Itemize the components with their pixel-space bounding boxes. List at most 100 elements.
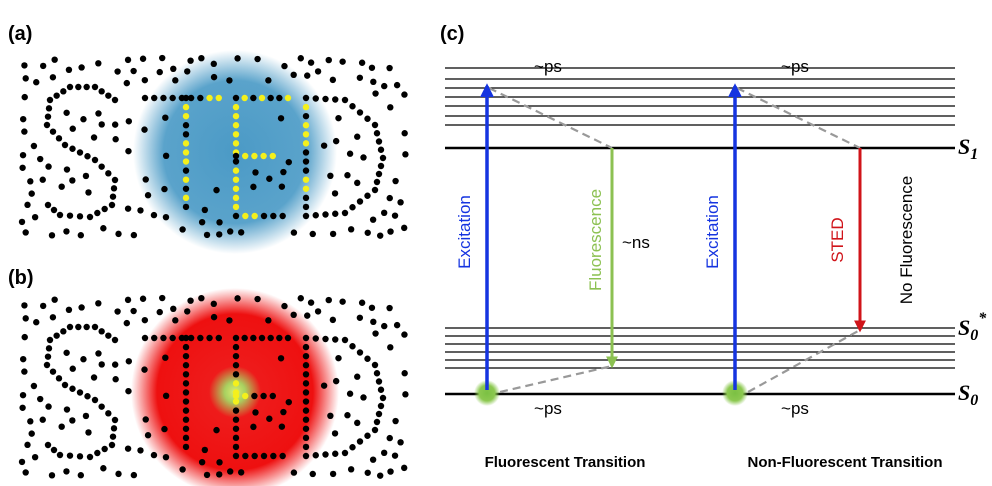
dot <box>392 418 398 424</box>
dot <box>162 114 168 120</box>
dot <box>57 452 63 458</box>
dot <box>125 205 131 211</box>
dot <box>250 184 256 190</box>
dot <box>392 178 398 184</box>
dot <box>233 153 239 159</box>
dot <box>29 190 35 196</box>
dot <box>75 324 81 330</box>
dot <box>303 398 309 404</box>
dot <box>112 376 118 382</box>
dot <box>50 314 56 320</box>
dot <box>360 394 366 400</box>
caption: Non-Fluorescent Transition <box>747 454 942 471</box>
dot <box>33 319 39 325</box>
dot <box>20 116 26 122</box>
dot <box>130 68 136 74</box>
dot <box>381 450 387 456</box>
dot <box>303 140 309 146</box>
dot <box>66 307 72 313</box>
dot <box>58 183 64 189</box>
dot <box>98 328 104 334</box>
dot <box>267 335 273 341</box>
dot <box>47 337 53 343</box>
dot <box>313 95 319 101</box>
dot <box>308 59 314 65</box>
dot <box>303 104 309 110</box>
dot <box>112 361 118 367</box>
dot <box>250 95 256 101</box>
dot <box>303 444 309 450</box>
dot <box>31 143 37 149</box>
dot <box>392 452 398 458</box>
dot <box>91 134 97 140</box>
dot <box>265 77 271 83</box>
dot <box>372 427 378 433</box>
dot <box>280 409 286 415</box>
dot <box>348 226 354 232</box>
dot <box>202 447 208 453</box>
dot <box>19 459 25 465</box>
dot <box>111 185 117 191</box>
dot <box>37 156 43 162</box>
dot <box>142 95 148 101</box>
dot <box>23 75 29 81</box>
dot <box>386 65 392 71</box>
dot <box>170 306 176 312</box>
dot <box>216 95 222 101</box>
dot <box>95 350 101 356</box>
dot <box>354 180 360 186</box>
dot <box>63 468 69 474</box>
dot <box>101 206 107 212</box>
dot <box>377 232 383 238</box>
dot <box>183 444 189 450</box>
dot <box>92 84 98 90</box>
dot <box>233 393 239 399</box>
dot <box>261 453 267 459</box>
dot <box>31 383 37 389</box>
dot <box>303 176 309 182</box>
dot <box>216 219 222 225</box>
dot <box>162 354 168 360</box>
dot <box>381 323 387 329</box>
dashed-path <box>500 366 612 392</box>
dot <box>251 213 257 219</box>
dot <box>321 142 327 148</box>
dot <box>286 399 292 405</box>
dot <box>233 453 239 459</box>
dot <box>233 104 239 110</box>
dot <box>369 65 375 71</box>
dot <box>394 82 400 88</box>
panel-label: (a) <box>8 23 32 45</box>
dot <box>145 432 151 438</box>
dot <box>370 79 376 85</box>
dot <box>260 153 266 159</box>
dot <box>339 58 345 64</box>
dot <box>298 55 304 61</box>
dot <box>53 92 59 98</box>
dot <box>238 229 244 235</box>
dot <box>40 177 46 183</box>
dot <box>141 126 147 132</box>
dot <box>308 299 314 305</box>
dot <box>151 95 157 101</box>
dot <box>112 121 118 127</box>
dot <box>198 55 204 61</box>
dot <box>285 95 291 101</box>
dot <box>140 296 146 302</box>
dot <box>357 109 363 115</box>
dot <box>87 454 93 460</box>
dot <box>233 353 239 359</box>
dot <box>67 212 73 218</box>
dot <box>157 69 163 75</box>
dot <box>29 430 35 436</box>
arrow-label: Fluorescence <box>586 189 605 291</box>
dot <box>265 317 271 323</box>
dot <box>49 232 55 238</box>
dot <box>357 438 363 444</box>
dot <box>37 396 43 402</box>
dot <box>56 135 62 141</box>
dot <box>359 60 365 66</box>
dot <box>111 425 117 431</box>
dot <box>387 344 393 350</box>
dot <box>69 417 75 423</box>
